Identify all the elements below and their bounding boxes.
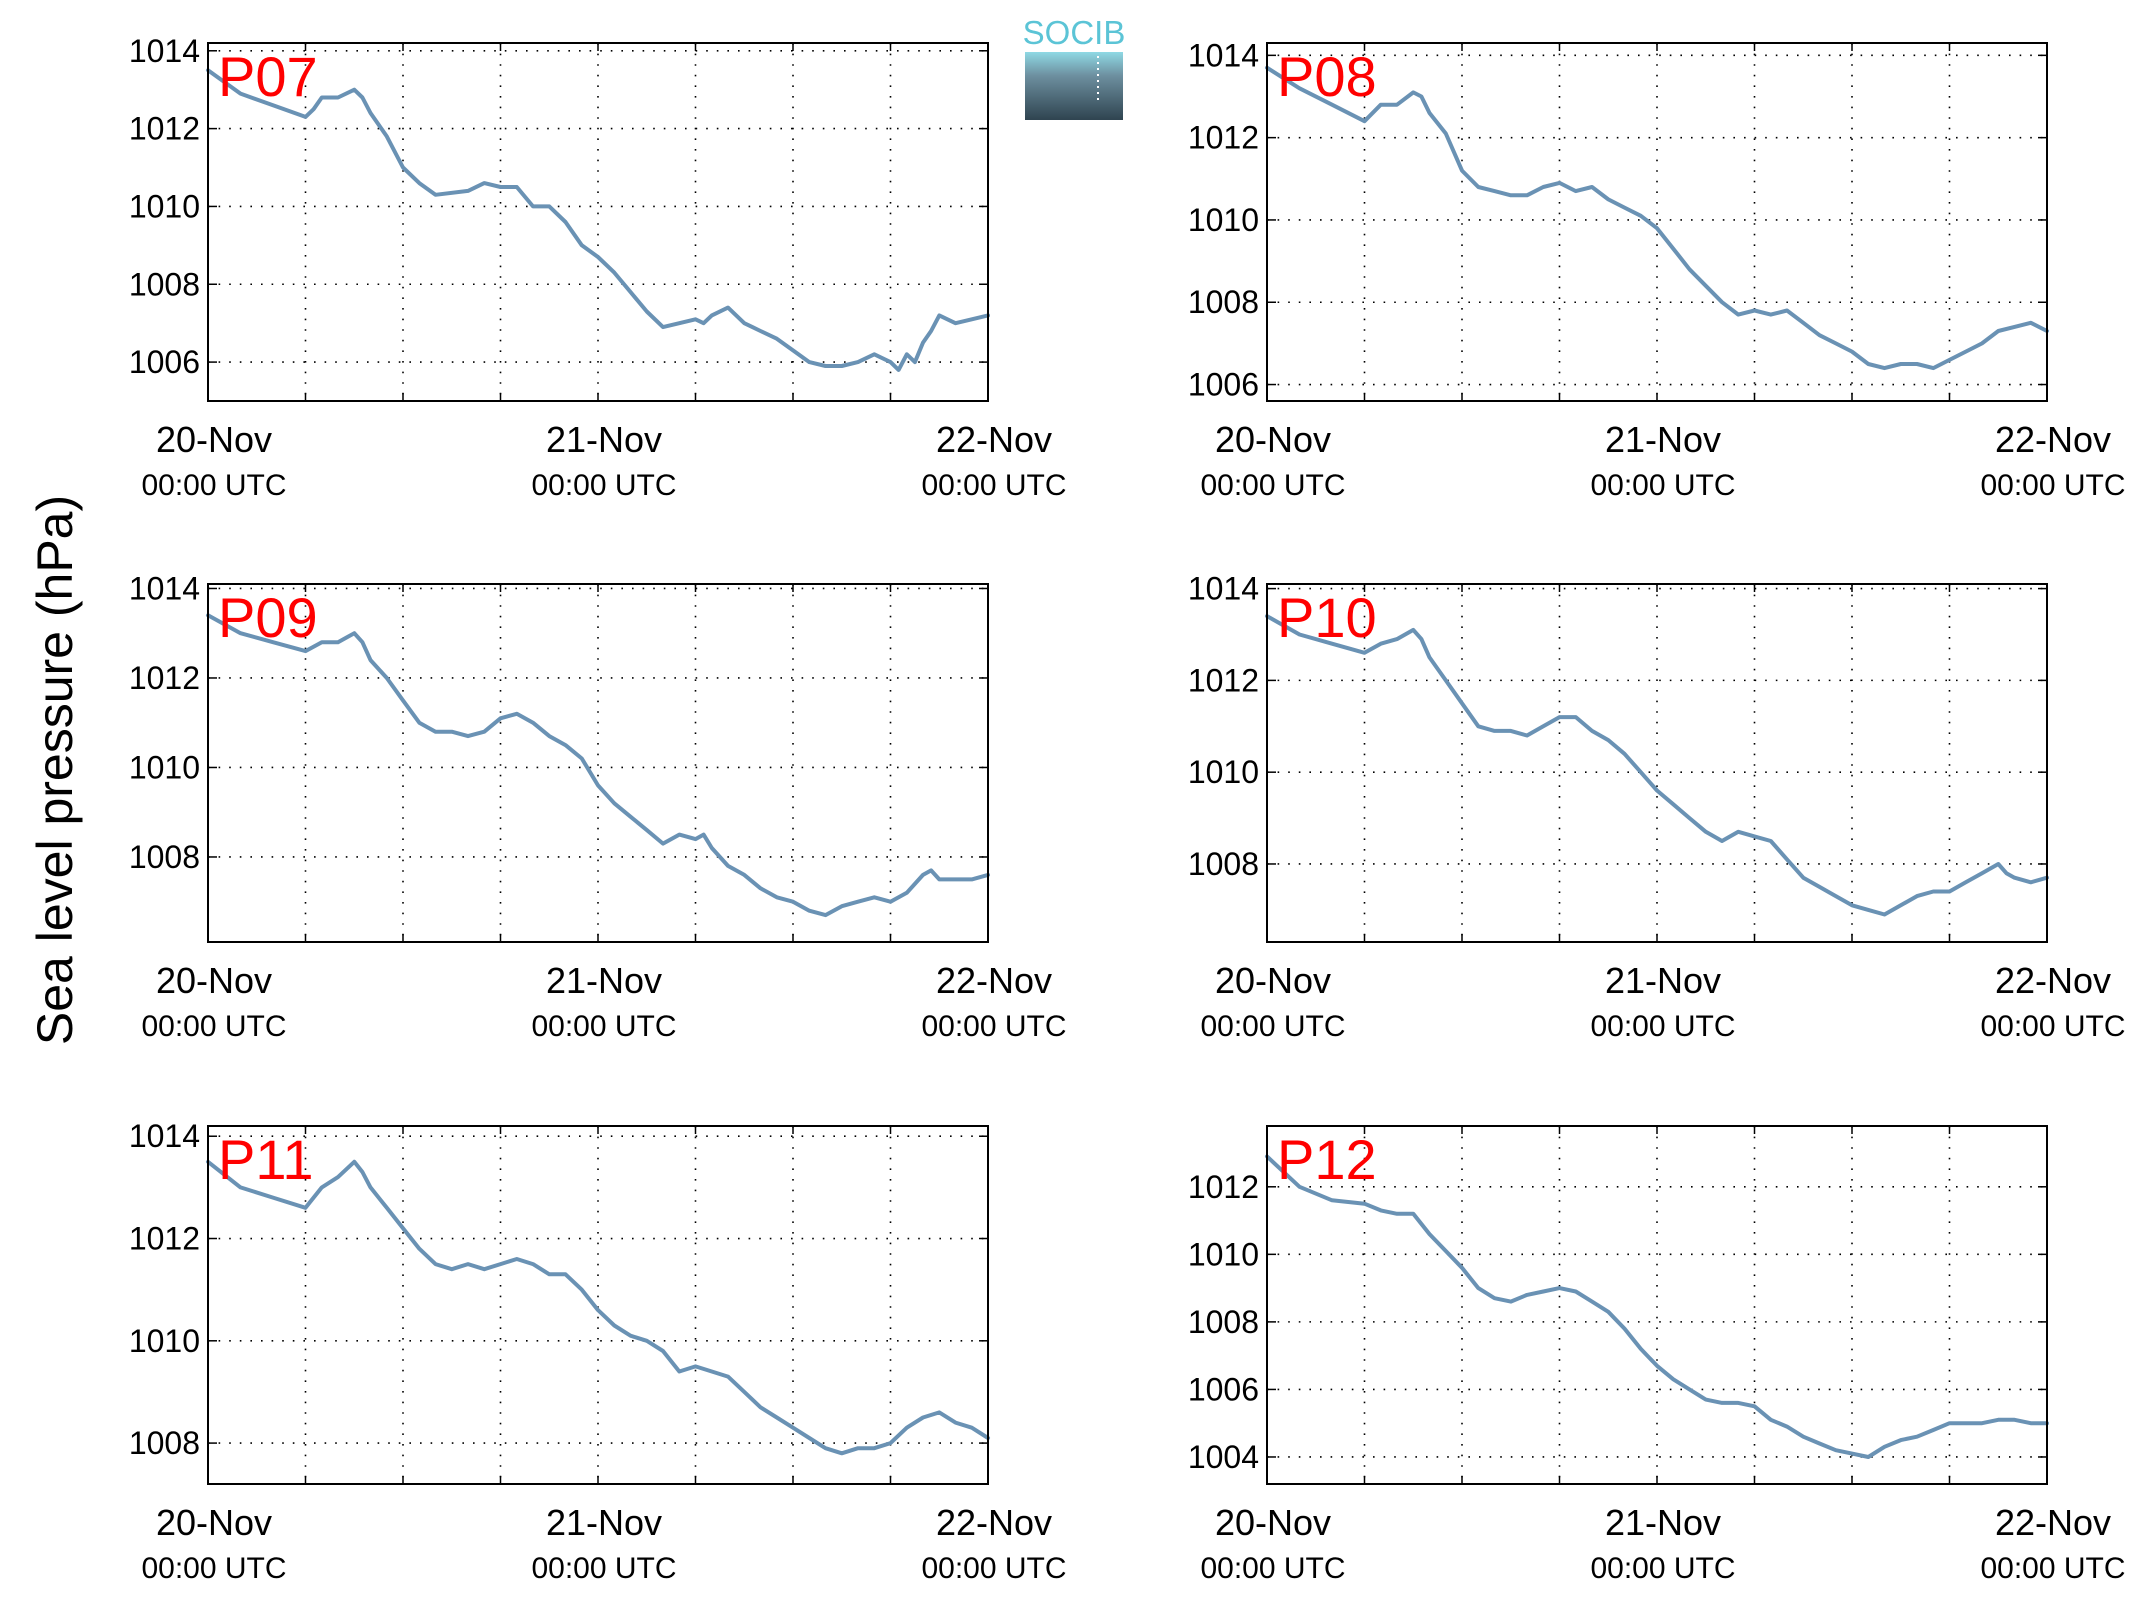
pressure-series-line (1265, 614, 2049, 917)
y-tick-label: 1014 (1188, 37, 1259, 73)
x-tick-date-label: 20-Nov (1215, 1502, 1331, 1543)
pressure-series-line (1265, 1154, 2049, 1459)
chart-panel-p08: 1006 1008 1010 1012 1014 20-Nov 00:00 UTC 21-No… (1188, 37, 2126, 502)
y-tick-label: 1006 (129, 344, 200, 380)
y-tick-label: 1012 (129, 111, 200, 147)
axes-frame (207, 583, 989, 943)
pressure-series-line (1265, 65, 2049, 371)
y-tick-label: 1008 (129, 266, 200, 302)
y-tick-label: 1010 (129, 1323, 200, 1359)
y-tick-label: 1006 (1188, 367, 1259, 403)
x-tick-date-label: 21-Nov (1605, 419, 1721, 460)
x-tick-time-label: 00:00 UTC (531, 469, 676, 502)
y-tick-label: 1012 (1188, 120, 1259, 156)
x-tick-time-label: 00:00 UTC (531, 1552, 676, 1585)
panel-label: P08 (1277, 45, 1377, 108)
axes-frame (1266, 1125, 2048, 1485)
y-tick-label: 1010 (1188, 1236, 1259, 1272)
x-tick-date-label: 21-Nov (1605, 960, 1721, 1001)
y-tick-label: 1006 (1188, 1371, 1259, 1407)
x-tick-time-label: 00:00 UTC (921, 1010, 1066, 1043)
panel-label: P11 (218, 1128, 313, 1191)
x-tick-time-label: 00:00 UTC (141, 1552, 286, 1585)
x-tick-date-label: 20-Nov (156, 960, 272, 1001)
y-tick-label: 1008 (129, 1425, 200, 1461)
x-tick-time-label: 00:00 UTC (1590, 1552, 1735, 1585)
socib-logo-block (1025, 52, 1123, 120)
panel-label: P09 (218, 586, 318, 649)
y-tick-label: 1004 (1188, 1439, 1259, 1475)
x-tick-time-label: 00:00 UTC (1200, 1552, 1345, 1585)
y-tick-label: 1012 (129, 1221, 200, 1257)
y-tick-label: 1008 (129, 839, 200, 875)
panel-label: P07 (218, 45, 318, 108)
x-tick-date-label: 22-Nov (936, 419, 1052, 460)
x-tick-date-label: 21-Nov (546, 419, 662, 460)
y-tick-label: 1014 (129, 570, 200, 606)
x-tick-date-label: 21-Nov (546, 960, 662, 1001)
x-tick-date-label: 22-Nov (1995, 960, 2111, 1001)
chart-panel-p09: 1008 1010 1012 1014 20-Nov 00:00 UTC 21-Nov 00:… (129, 570, 1067, 1043)
x-tick-time-label: 00:00 UTC (1590, 469, 1735, 502)
x-tick-date-label: 21-Nov (1605, 1502, 1721, 1543)
x-tick-date-label: 22-Nov (936, 960, 1052, 1001)
pressure-series-line (206, 1159, 990, 1456)
y-tick-label: 1010 (1188, 202, 1259, 238)
chart-panel-p07: 1006 1008 1010 1012 1014 20-Nov 00:00 UTC 21-No… (129, 33, 1067, 502)
chart-panel-p10: 1008 1010 1012 1014 20-Nov 00:00 UTC 21-Nov 00:… (1188, 571, 2126, 1043)
chart-panel-p11: 1008 1010 1012 1014 20-Nov 00:00 UTC 21-Nov 00:… (129, 1118, 1067, 1585)
axes-frame (1266, 583, 2048, 943)
y-tick-label: 1014 (1188, 571, 1259, 607)
axes-frame (207, 1125, 989, 1485)
x-tick-time-label: 00:00 UTC (1980, 1552, 2125, 1585)
x-tick-time-label: 00:00 UTC (1980, 1010, 2125, 1043)
axes-frame (1266, 42, 2048, 402)
x-tick-time-label: 00:00 UTC (531, 1010, 676, 1043)
axes-frame (207, 42, 989, 402)
panel-label: P10 (1277, 586, 1377, 649)
y-tick-label: 1010 (1188, 754, 1259, 790)
x-tick-time-label: 00:00 UTC (1590, 1010, 1735, 1043)
pressure-series-line (206, 613, 990, 918)
y-tick-label: 1008 (1188, 284, 1259, 320)
pressure-series-line (206, 68, 990, 372)
socib-logo: SOCIB (1023, 14, 1126, 120)
x-tick-time-label: 00:00 UTC (141, 1010, 286, 1043)
x-tick-date-label: 21-Nov (546, 1502, 662, 1543)
y-axis-label: Sea level pressure (hPa) (27, 495, 83, 1045)
x-tick-time-label: 00:00 UTC (141, 469, 286, 502)
x-tick-date-label: 20-Nov (156, 1502, 272, 1543)
y-tick-label: 1008 (1188, 846, 1259, 882)
x-tick-date-label: 20-Nov (1215, 419, 1331, 460)
panel-label: P12 (1277, 1128, 1377, 1191)
chart-panel-p12: 1004 1006 1008 1010 1012 20-Nov 00:00 UTC 21-No… (1188, 1125, 2126, 1585)
y-tick-label: 1012 (1188, 662, 1259, 698)
x-tick-time-label: 00:00 UTC (921, 469, 1066, 502)
y-tick-label: 1012 (1188, 1169, 1259, 1205)
x-tick-date-label: 20-Nov (156, 419, 272, 460)
x-tick-time-label: 00:00 UTC (1980, 469, 2125, 502)
socib-logo-text: SOCIB (1023, 14, 1126, 51)
y-tick-label: 1010 (129, 749, 200, 785)
y-tick-label: 1014 (129, 1118, 200, 1154)
y-tick-label: 1012 (129, 660, 200, 696)
x-tick-time-label: 00:00 UTC (1200, 1010, 1345, 1043)
x-tick-time-label: 00:00 UTC (921, 1552, 1066, 1585)
x-tick-date-label: 20-Nov (1215, 960, 1331, 1001)
y-tick-label: 1014 (129, 33, 200, 69)
x-tick-time-label: 00:00 UTC (1200, 469, 1345, 502)
y-tick-label: 1008 (1188, 1304, 1259, 1340)
y-tick-label: 1010 (129, 188, 200, 224)
panels: 1006 1008 1010 1012 1014 20-Nov 00:00 UTC 21-No… (129, 33, 2126, 1585)
x-tick-date-label: 22-Nov (1995, 419, 2111, 460)
x-tick-date-label: 22-Nov (936, 1502, 1052, 1543)
x-tick-date-label: 22-Nov (1995, 1502, 2111, 1543)
